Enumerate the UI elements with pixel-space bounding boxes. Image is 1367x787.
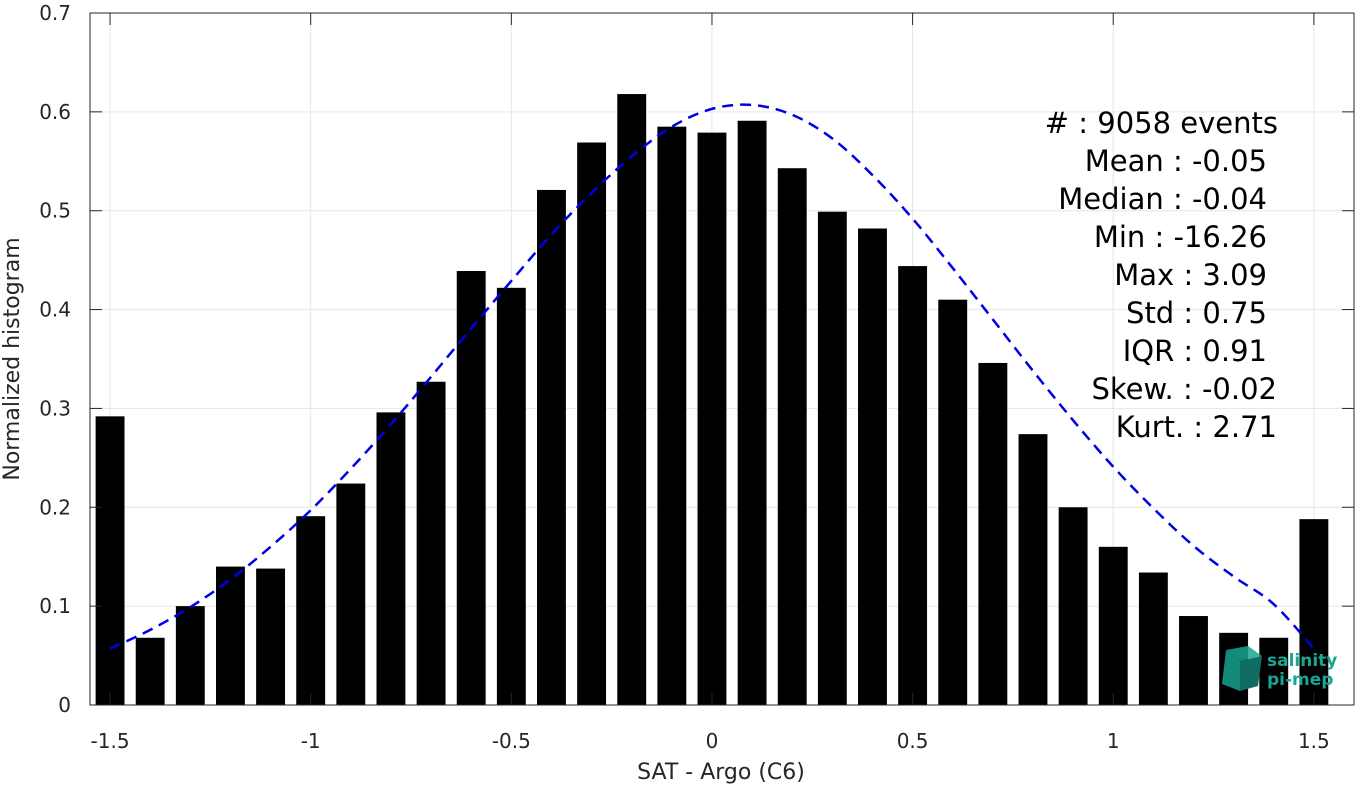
histogram-bar-21 — [938, 299, 968, 705]
histogram-bars — [95, 94, 1329, 706]
cube-icon — [1222, 646, 1262, 691]
histogram-bar-2 — [175, 606, 205, 705]
histogram-bar-12 — [577, 142, 607, 705]
x-axis-ticks: -1.5 -1 -0.5 0 0.5 1 1.5 — [91, 13, 1330, 753]
x-tick-label-0: -1.5 — [91, 729, 130, 753]
histogram-bar-0 — [95, 416, 125, 705]
histogram-bar-11 — [537, 189, 566, 705]
y-tick-label-1: 0.1 — [39, 594, 71, 618]
histogram-bar-3 — [215, 566, 245, 705]
histogram-bar-25 — [1098, 546, 1128, 705]
y-tick-label-5: 0.5 — [39, 199, 71, 223]
histogram-bar-19 — [858, 228, 887, 705]
histogram-bar-10 — [496, 287, 526, 705]
stat-line-6: IQR : 0.91 — [1123, 334, 1267, 368]
x-axis-label: SAT - Argo (C6) — [637, 760, 805, 785]
histogram-bar-7 — [376, 412, 406, 705]
x-tick-label-3: 0 — [706, 729, 719, 753]
axes-frame — [89, 12, 1355, 706]
y-tick-label-7: 0.7 — [39, 1, 71, 25]
histogram-bar-26 — [1138, 572, 1168, 705]
histogram-bar-17 — [777, 168, 807, 706]
stat-line-1: Mean : -0.05 — [1085, 144, 1267, 178]
salinity-pi-mep-logo: salinity pi-mep — [1222, 646, 1337, 691]
histogram-bar-14 — [657, 126, 687, 705]
normal-fit-curve-group — [109, 103, 1315, 650]
x-tick-label-6: 1.5 — [1298, 729, 1330, 753]
histogram-bar-18 — [817, 211, 847, 705]
x-tick-label-4: 0.5 — [897, 729, 929, 753]
stat-line-8: Kurt. : 2.71 — [1116, 410, 1277, 444]
y-axis-label: Normalized histogram — [0, 237, 25, 480]
x-tick-label-2: -0.5 — [492, 729, 531, 753]
histogram-bar-16 — [737, 120, 767, 706]
stat-line-5: Std : 0.75 — [1126, 296, 1267, 330]
stat-line-2: Median : -0.04 — [1058, 182, 1267, 216]
y-axis-ticks: 0 0.1 0.2 0.3 0.4 0.5 0.6 0.7 — [39, 1, 1354, 717]
stat-line-3: Min : -16.26 — [1094, 220, 1267, 254]
histogram-bar-15 — [697, 132, 727, 706]
histogram-bar-13 — [617, 94, 647, 705]
x-tick-label-1: -1 — [301, 729, 321, 753]
y-tick-label-2: 0.2 — [39, 495, 71, 519]
logo-text-line2: pi-mep — [1267, 670, 1333, 690]
histogram-bar-5 — [296, 516, 326, 705]
histogram-bar-8 — [416, 381, 446, 705]
x-tick-label-5: 1 — [1107, 729, 1120, 753]
histogram-bar-4 — [256, 568, 286, 705]
normal-fit-curve — [109, 103, 1315, 650]
axes-box — [89, 12, 1355, 706]
histogram-bar-20 — [898, 266, 928, 705]
histogram-bar-6 — [336, 483, 366, 705]
stat-line-7: Skew. : -0.02 — [1091, 372, 1277, 406]
y-tick-label-4: 0.4 — [39, 298, 71, 322]
histogram-bar-24 — [1058, 507, 1088, 705]
stat-line-0: # : 9058 events — [1045, 106, 1278, 140]
histogram-bar-23 — [1018, 434, 1048, 705]
y-tick-label-6: 0.6 — [39, 100, 71, 124]
y-tick-label-3: 0.3 — [39, 396, 71, 420]
histogram-bar-1 — [135, 637, 165, 705]
histogram-bar-27 — [1179, 616, 1208, 705]
y-tick-label-0: 0 — [58, 693, 71, 717]
logo-text-line1: salinity — [1267, 651, 1337, 671]
statistics-annotation: # : 9058 events Mean : -0.05 Median : -0.0… — [1045, 106, 1278, 444]
histogram-bar-22 — [978, 362, 1008, 705]
stat-line-4: Max : 3.09 — [1114, 258, 1267, 292]
histogram-bar-9 — [456, 271, 486, 705]
histogram-bar-29 — [1259, 637, 1289, 705]
histogram-bar-30 — [1299, 519, 1329, 705]
